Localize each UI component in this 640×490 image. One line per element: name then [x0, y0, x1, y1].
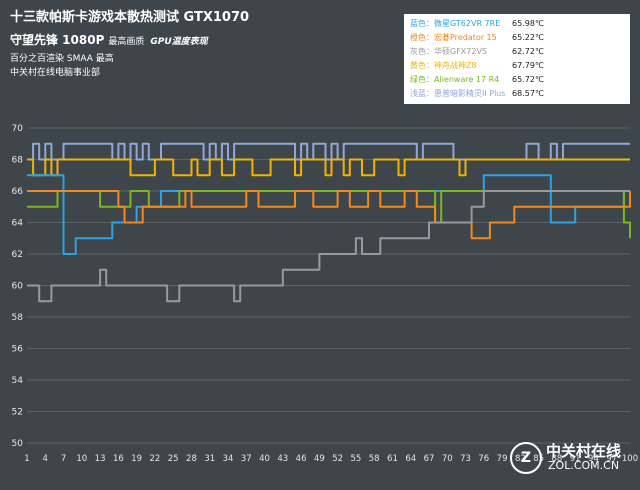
legend-item: 灰色：华硕GFX72VS 62.72℃ [410, 45, 624, 59]
title-block: 十三款帕斯卡游戏本散热测试 GTX1070 守望先锋 1080P 最高画质 GPU温… [10, 8, 249, 80]
series-line [27, 142, 630, 161]
legend-value: 67.79℃ [512, 61, 544, 70]
x-tick-label: 22 [149, 454, 160, 464]
legend-value: 65.22℃ [512, 33, 544, 42]
x-tick-label: 67 [424, 454, 435, 464]
legend-item: 蓝色：微星GT62VR 7RE 65.98℃ [410, 17, 624, 31]
legend-item: 橙色：宏碁Predator 15 65.22℃ [410, 31, 624, 45]
legend-label: 浅蓝：惠普暗影精灵II Plus [410, 89, 506, 98]
x-tick-label: 13 [95, 454, 106, 464]
subtitle-small: 最高画质 [108, 37, 145, 47]
legend-item: 浅蓝：惠普暗影精灵II Plus 68.57℃ [410, 87, 624, 101]
legend-label: 灰色：华硕GFX72VS [410, 47, 488, 56]
legend-item: 绿色：Alienware 17 R4 65.72℃ [410, 73, 624, 87]
x-tick-label: 61 [387, 454, 398, 464]
x-tick-label: 4 [43, 454, 48, 464]
y-tick-label: 50 [12, 439, 24, 449]
series-line [27, 158, 630, 177]
zol-logo-icon: Z [510, 442, 542, 474]
y-tick-label: 60 [12, 282, 24, 292]
y-tick-label: 56 [12, 345, 24, 355]
x-tick-label: 10 [76, 454, 87, 464]
subtitle-italic: GPU温度表现 [150, 37, 208, 47]
legend-label: 绿色：Alienware 17 R4 [410, 75, 500, 84]
x-tick-label: 55 [350, 454, 361, 464]
x-tick-label: 64 [405, 454, 416, 464]
logo-url: ZOL.COM.CN [548, 459, 620, 472]
legend-item: 黄色：神舟战神Z8 67.79℃ [410, 59, 624, 73]
y-tick-label: 66 [12, 187, 24, 197]
legend-label: 黄色：神舟战神Z8 [410, 61, 477, 70]
x-tick-label: 73 [460, 454, 471, 464]
y-tick-label: 64 [12, 219, 24, 229]
subtitle-main: 守望先锋 1080P [10, 33, 105, 47]
legend-label: 橙色：宏碁Predator 15 [410, 33, 497, 42]
legend-label: 蓝色：微星GT62VR 7RE [410, 19, 501, 28]
x-tick-label: 58 [369, 454, 380, 464]
series-line [27, 174, 630, 255]
logo-name: 中关村在线 [546, 442, 622, 460]
x-tick-label: 37 [241, 454, 252, 464]
x-tick-label: 97 [606, 454, 617, 464]
series-line [27, 190, 631, 240]
x-tick-label: 79 [497, 454, 508, 464]
legend-value: 65.98℃ [512, 19, 544, 28]
y-tick-label: 52 [12, 408, 23, 418]
x-tick-label: 52 [332, 454, 343, 464]
y-tick-label: 70 [12, 124, 24, 134]
x-tick-label: 25 [168, 454, 179, 464]
legend: 蓝色：微星GT62VR 7RE 65.98℃ 橙色：宏碁Predator 15 65… [404, 14, 630, 104]
render-settings: 百分之百渲染 SMAA 最高 [10, 54, 114, 64]
x-tick-label: 49 [314, 454, 325, 464]
y-tick-label: 68 [12, 156, 24, 166]
legend-value: 62.72℃ [512, 47, 544, 56]
y-tick-label: 54 [12, 376, 24, 386]
x-tick-label: 91 [570, 454, 581, 464]
x-tick-label: 16 [113, 454, 124, 464]
x-tick-label: 94 [588, 454, 599, 464]
series-line [27, 190, 630, 303]
x-tick-label: 19 [131, 454, 142, 464]
x-tick-label: 1 [24, 454, 29, 464]
y-tick-label: 58 [12, 313, 24, 323]
x-tick-label: 34 [223, 454, 234, 464]
legend-value: 68.57℃ [512, 89, 544, 98]
x-tick-label: 70 [442, 454, 453, 464]
x-tick-label: 100 [622, 454, 638, 464]
chart-subtitle: 守望先锋 1080P 最高画质 GPU温度表现 [10, 30, 249, 52]
chart-title: 十三款帕斯卡游戏本散热测试 GTX1070 [10, 10, 250, 25]
x-tick-label: 76 [478, 454, 489, 464]
author-dept: 中关村在线电脑事业部 [10, 68, 101, 78]
x-tick-label: 28 [186, 454, 197, 464]
x-tick-label: 7 [61, 454, 66, 464]
legend-value: 65.72℃ [512, 75, 544, 84]
x-tick-label: 88 [551, 454, 562, 464]
x-tick-label: 43 [277, 454, 288, 464]
x-tick-label: 40 [259, 454, 270, 464]
y-tick-label: 62 [12, 250, 23, 260]
x-tick-label: 46 [296, 454, 307, 464]
x-tick-label: 31 [204, 454, 215, 464]
